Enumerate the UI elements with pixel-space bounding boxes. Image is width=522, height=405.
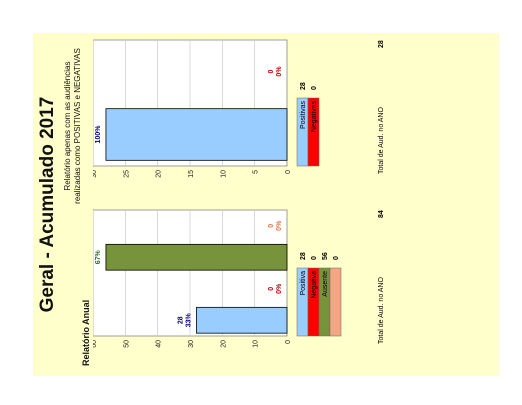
bar-percent-label: 0%	[276, 66, 283, 77]
rotated-report: Geral - Acumulado 2017 Relatório Anual R…	[33, 33, 499, 376]
y-tick-label: 0	[285, 340, 292, 344]
y-tick-label: 60	[93, 340, 98, 348]
legend-value: 0	[311, 86, 318, 90]
y-tick-label: 40	[156, 340, 163, 348]
bar-value-label: 0	[268, 69, 275, 73]
y-tick-label: 20	[220, 340, 227, 348]
total-label: Total de Aud. no ANO	[378, 107, 385, 174]
legend-label: Negativas	[311, 101, 318, 133]
y-tick-label: 50	[123, 340, 130, 348]
y-tick-label: 5	[253, 170, 260, 174]
bar-value-label: 56	[93, 253, 94, 261]
right-bar-chart: 05101520253028100%00%Positivas28Negativa…	[93, 39, 385, 178]
legend-value: 28	[300, 252, 307, 260]
y-tick-label: 25	[123, 170, 130, 178]
bar-value-label: 0	[268, 224, 275, 228]
bar-positiva	[196, 306, 288, 334]
legend-label: Negativa	[311, 271, 318, 299]
bar-positivas	[105, 108, 288, 161]
right-chart-subtitle: Relatório apenas com as audiências reali…	[63, 48, 82, 204]
page-title: Geral - Acumulado 2017	[37, 96, 58, 313]
total-value: 28	[378, 40, 385, 48]
legend-value: 28	[300, 82, 307, 90]
legend-label: Positivas	[300, 101, 307, 130]
y-tick-label: 10	[253, 340, 260, 348]
y-tick-label: 15	[188, 170, 195, 178]
bar-ausente	[105, 243, 288, 271]
y-tick-label: 30	[188, 340, 195, 348]
y-tick-label: 30	[93, 170, 98, 178]
total-value: 84	[378, 210, 385, 218]
y-tick-label: 20	[156, 170, 163, 178]
left-chart-subtitle: Relatório Anual	[81, 299, 91, 366]
report-page: Geral - Acumulado 2017 Relatório Anual R…	[33, 33, 499, 376]
bar-percent-label: 33%	[185, 312, 192, 327]
legend-swatch	[307, 97, 320, 167]
legend-label: Ausente	[322, 271, 329, 297]
legend-value: 0	[311, 256, 318, 260]
y-tick-label: 0	[285, 170, 292, 174]
left-bar-chart: 01020304050602833%00%5667%00%Positiva28N…	[93, 209, 385, 348]
bar-value-label: 28	[93, 131, 94, 139]
legend-value: 56	[322, 252, 329, 260]
bar-value-label: 28	[177, 316, 184, 324]
bar-percent-label: 0%	[276, 283, 283, 294]
bar-percent-label: 100%	[95, 125, 102, 144]
bar-percent-label: 67%	[95, 249, 102, 264]
legend-value: 0	[333, 256, 340, 260]
bar-value-label: 0	[268, 287, 275, 291]
total-label: Total de Aud. no ANO	[378, 277, 385, 344]
legend-swatch	[329, 267, 342, 337]
legend-label: Positiva	[300, 271, 307, 296]
bar-percent-label: 0%	[276, 220, 283, 231]
y-tick-label: 10	[220, 170, 227, 178]
